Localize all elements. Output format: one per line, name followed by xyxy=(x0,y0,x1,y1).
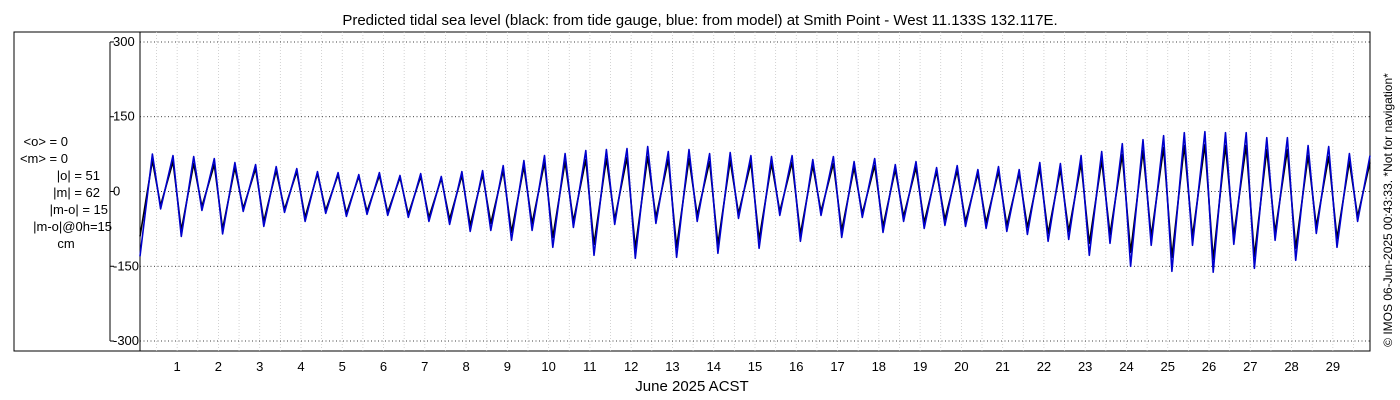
series-lines xyxy=(139,130,1371,273)
x-tick-label: 1 xyxy=(174,359,181,374)
chart-title: Predicted tidal sea level (black: from t… xyxy=(342,12,1057,29)
y-tick-label: -300 xyxy=(113,333,139,348)
stat-abs-diff-0h: |m-o|@0h=15 xyxy=(33,219,112,234)
x-tick-label: 14 xyxy=(706,359,720,374)
x-tick-label: 13 xyxy=(665,359,679,374)
stat-abs-model: |m| = 62 xyxy=(53,185,100,200)
x-tick-label: 20 xyxy=(954,359,968,374)
series-line-model xyxy=(139,130,1371,273)
y-tick-label: 0 xyxy=(113,184,120,199)
x-tick-label: 26 xyxy=(1202,359,1216,374)
x-tick-label: 28 xyxy=(1284,359,1298,374)
x-tick-label: 2 xyxy=(215,359,222,374)
x-tick-label: 6 xyxy=(380,359,387,374)
y-tick-label: -150 xyxy=(113,258,139,273)
x-tick-label: 24 xyxy=(1119,359,1133,374)
x-tick-label: 11 xyxy=(583,359,597,374)
grid xyxy=(140,32,1370,351)
stats-panel: <o> = 0 <m> = 0 |o| = 51 |m| = 62 |m-o| … xyxy=(20,134,112,251)
x-tick-label: 4 xyxy=(297,359,304,374)
x-tick-label: 21 xyxy=(995,359,1009,374)
x-tick-label: 12 xyxy=(624,359,638,374)
x-tick-label: 5 xyxy=(339,359,346,374)
x-tick-label: 9 xyxy=(504,359,511,374)
x-tick-label: 16 xyxy=(789,359,803,374)
x-tick-label: 8 xyxy=(462,359,469,374)
y-axis-ticks: 300 150 0 -150 -300 xyxy=(109,34,139,348)
x-tick-label: 18 xyxy=(872,359,886,374)
stat-abs-diff: |m-o| = 15 xyxy=(50,202,108,217)
x-tick-label: 7 xyxy=(421,359,428,374)
x-tick-label: 29 xyxy=(1326,359,1340,374)
x-tick-label: 22 xyxy=(1037,359,1051,374)
x-tick-label: 23 xyxy=(1078,359,1092,374)
x-tick-label: 10 xyxy=(541,359,555,374)
x-tick-label: 3 xyxy=(256,359,263,374)
stat-unit: cm xyxy=(57,236,74,251)
stat-mean-observed: <o> = 0 xyxy=(24,134,68,149)
stat-abs-observed: |o| = 51 xyxy=(57,168,100,183)
y-tick-label: 300 xyxy=(113,34,135,49)
x-tick-label: 17 xyxy=(830,359,844,374)
x-tick-label: 19 xyxy=(913,359,927,374)
stat-mean-model: <m> = 0 xyxy=(20,151,68,166)
copyright-note: © IMOS 06-Jun-2025 00:43:33. *Not for na… xyxy=(1381,73,1395,347)
x-tick-label: 15 xyxy=(748,359,762,374)
x-tick-label: 27 xyxy=(1243,359,1257,374)
x-tick-label: 25 xyxy=(1161,359,1175,374)
y-tick-label: 150 xyxy=(113,109,135,124)
x-axis-ticks: 1 2 3 4 5 6 7 8 9 10 11 12 13 14 15 16 17 18 19 20 21 22 23 24 2… xyxy=(174,359,1341,374)
x-axis-label: June 2025 ACST xyxy=(635,378,748,395)
